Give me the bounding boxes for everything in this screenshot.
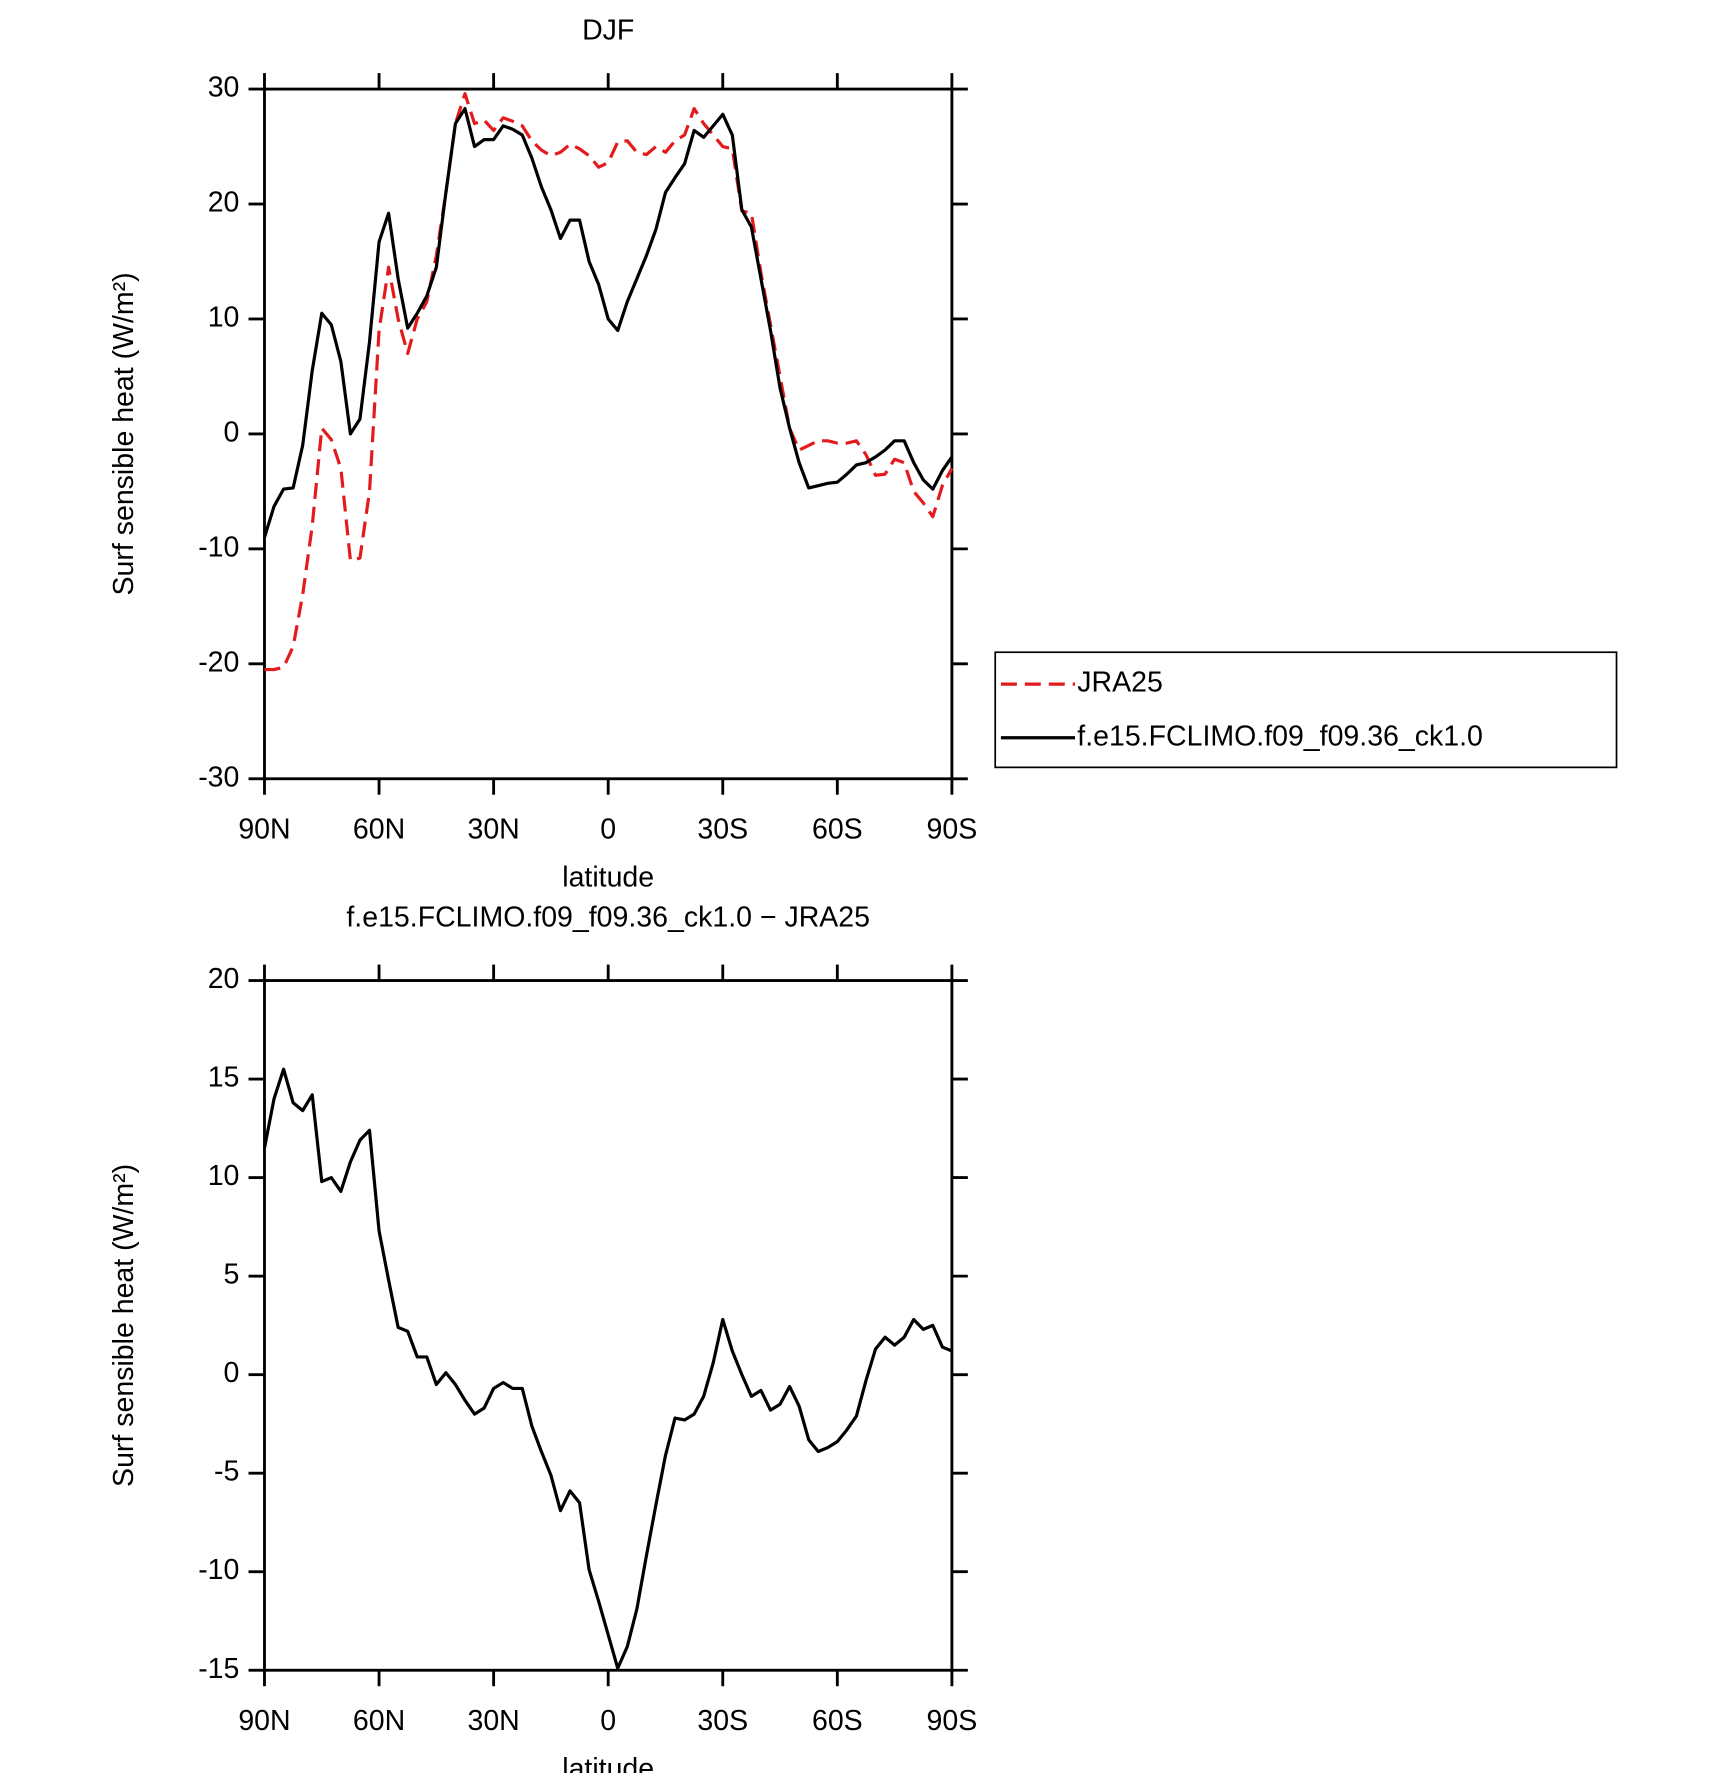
y-tick-label: 10 <box>208 302 240 334</box>
y-axis-label: Surf sensible heat (W/m²) <box>108 272 140 595</box>
data-line <box>264 92 954 672</box>
x-tick-label: 60S <box>812 1705 863 1737</box>
x-axis-label: latitude <box>562 862 654 894</box>
y-tick-label: 0 <box>224 416 240 448</box>
y-tick-label: 5 <box>224 1259 240 1291</box>
y-tick-label: -20 <box>198 646 239 678</box>
x-axis-label: latitude <box>562 1753 654 1773</box>
legend-label: f.e15.FCLIMO.f09_f09.36_ck1.0 <box>1077 720 1483 752</box>
y-axis-label: Surf sensible heat (W/m²) <box>108 1164 140 1487</box>
plot-frame <box>263 87 954 781</box>
x-tick-label: 0 <box>600 814 616 846</box>
x-tick-label: 60N <box>353 1705 405 1737</box>
x-tick-label: 30N <box>467 1705 519 1737</box>
y-tick-label: 15 <box>208 1062 240 1094</box>
y-tick-label: 0 <box>224 1357 240 1389</box>
plot-frame <box>263 979 954 1672</box>
y-tick-label: -15 <box>198 1653 239 1685</box>
y-tick-label: -5 <box>214 1456 239 1488</box>
x-tick-label: 0 <box>600 1705 616 1737</box>
y-tick-label: -30 <box>198 761 239 793</box>
data-line <box>262 1067 953 1670</box>
y-tick-label: -10 <box>198 531 239 563</box>
x-tick-label: 90S <box>927 1705 978 1737</box>
y-tick-label: 30 <box>208 72 240 104</box>
x-tick-label: 60N <box>353 814 405 846</box>
data-line <box>262 107 954 538</box>
legend-box <box>994 651 1618 769</box>
x-tick-label: 30S <box>697 814 748 846</box>
y-tick-label: 20 <box>208 187 240 219</box>
x-tick-label: 90S <box>927 814 978 846</box>
chart-title: DJF <box>582 15 634 47</box>
x-tick-label: 30S <box>697 1705 748 1737</box>
y-tick-label: 20 <box>208 963 240 995</box>
x-tick-label: 60S <box>812 814 863 846</box>
y-tick-label: 10 <box>208 1160 240 1192</box>
x-tick-label: 30N <box>467 814 519 846</box>
legend-label: JRA25 <box>1077 667 1163 699</box>
y-tick-label: -10 <box>198 1554 239 1586</box>
x-tick-label: 90N <box>238 814 290 846</box>
x-tick-label: 90N <box>238 1705 290 1737</box>
chart-title: f.e15.FCLIMO.f09_f09.36_ck1.0 − JRA25 <box>346 902 870 934</box>
